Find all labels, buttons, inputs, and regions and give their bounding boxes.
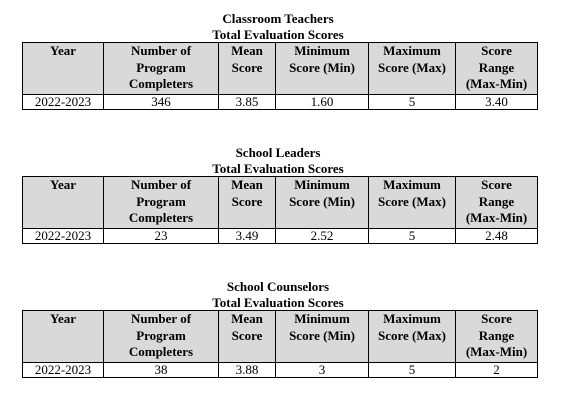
- header-min: Minimum Score (Min): [275, 176, 369, 229]
- cell-completers: 38: [103, 362, 219, 378]
- table-subtitle: Total Evaluation Scores: [212, 161, 344, 176]
- header-mean: Mean Score: [218, 310, 276, 363]
- header-min: Minimum Score (Min): [275, 310, 369, 363]
- header-completers: Number of Program Completers: [103, 42, 219, 95]
- cell-max: 5: [368, 94, 456, 110]
- table-subtitle: Total Evaluation Scores: [212, 27, 344, 42]
- cell-max: 5: [368, 362, 456, 378]
- header-max: Maximum Score (Max): [368, 176, 456, 229]
- table-subtitle: Total Evaluation Scores: [212, 295, 344, 310]
- header-range: Score Range (Max-Min): [455, 176, 538, 229]
- evaluation-table-school-counselors: Year Number of Program Completers Mean Scor…: [22, 310, 538, 378]
- section-school-counselors: School Counselors Total Evaluation Score…: [0, 279, 562, 311]
- cell-mean: 3.49: [218, 228, 276, 244]
- evaluation-table-school-leaders: Year Number of Program Completers Mean Scor…: [22, 176, 538, 244]
- cell-completers: 23: [103, 228, 219, 244]
- header-mean: Mean Score: [218, 176, 276, 229]
- header-mean: Mean Score: [218, 42, 276, 95]
- table-row: 2022-2023 346 3.85 1.60 5 3.40: [22, 94, 538, 110]
- header-max: Maximum Score (Max): [368, 310, 456, 363]
- header-completers: Number of Program Completers: [103, 176, 219, 229]
- cell-max: 5: [368, 228, 456, 244]
- header-year: Year: [22, 310, 104, 363]
- cell-range: 2: [455, 362, 538, 378]
- header-year: Year: [22, 42, 104, 95]
- table-row: 2022-2023 38 3.88 3 5 2: [22, 362, 538, 378]
- header-row: Year Number of Program Completers Mean Scor…: [22, 310, 538, 363]
- header-range: Score Range (Max-Min): [455, 42, 538, 95]
- table-title: Classroom Teachers: [222, 11, 334, 26]
- section-classroom-teachers: Classroom Teachers Total Evaluation Scor…: [0, 11, 562, 43]
- table-title: School Leaders: [235, 145, 321, 160]
- cell-mean: 3.85: [218, 94, 276, 110]
- evaluation-table-classroom-teachers: Year Number of Program Completers Mean Scor…: [22, 42, 538, 110]
- header-row: Year Number of Program Completers Mean Scor…: [22, 42, 538, 95]
- header-row: Year Number of Program Completers Mean Scor…: [22, 176, 538, 229]
- cell-min: 2.52: [275, 228, 369, 244]
- cell-mean: 3.88: [218, 362, 276, 378]
- cell-range: 3.40: [455, 94, 538, 110]
- section-school-leaders: School Leaders Total Evaluation Scores: [0, 145, 562, 177]
- cell-year: 2022-2023: [22, 94, 104, 110]
- cell-min: 1.60: [275, 94, 369, 110]
- header-range: Score Range (Max-Min): [455, 310, 538, 363]
- cell-min: 3: [275, 362, 369, 378]
- cell-year: 2022-2023: [22, 228, 104, 244]
- table-title: School Counselors: [226, 279, 330, 294]
- header-min: Minimum Score (Min): [275, 42, 369, 95]
- header-max: Maximum Score (Max): [368, 42, 456, 95]
- cell-range: 2.48: [455, 228, 538, 244]
- cell-year: 2022-2023: [22, 362, 104, 378]
- cell-completers: 346: [103, 94, 219, 110]
- header-completers: Number of Program Completers: [103, 310, 219, 363]
- table-row: 2022-2023 23 3.49 2.52 5 2.48: [22, 228, 538, 244]
- header-year: Year: [22, 176, 104, 229]
